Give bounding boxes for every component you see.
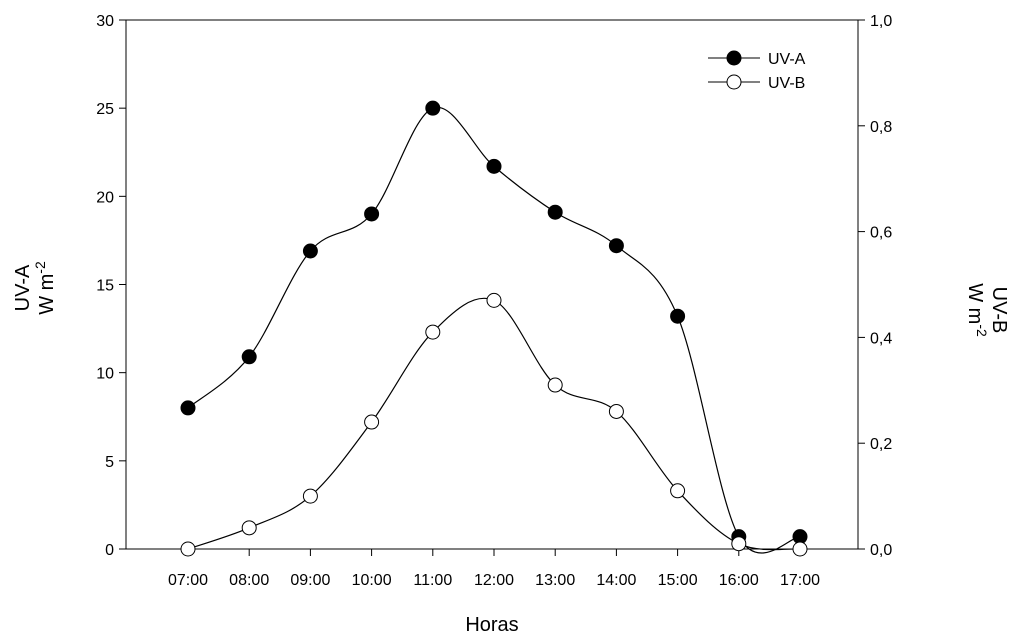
x-axis-title: Horas bbox=[465, 614, 518, 635]
x-tick-label: 11:00 bbox=[413, 572, 452, 589]
series-points bbox=[180, 100, 808, 557]
x-tick-label: 16:00 bbox=[719, 572, 759, 589]
right-axis-unit-exponent: -2 bbox=[974, 324, 990, 337]
data-point-uva bbox=[180, 400, 196, 416]
left-axis-title-line1: UV-A bbox=[12, 264, 34, 311]
data-point-uvb bbox=[486, 292, 502, 308]
data-point-uva bbox=[302, 243, 318, 259]
data-point-uva bbox=[486, 158, 502, 174]
data-point-uva bbox=[425, 100, 441, 116]
data-point-uva bbox=[364, 206, 380, 222]
plot-border bbox=[125, 19, 859, 550]
legend: UV-A UV-B bbox=[708, 50, 806, 92]
right-tick-label: 0,0 bbox=[870, 542, 892, 559]
right-axis-unit: W m bbox=[964, 283, 986, 324]
data-point-uvb bbox=[302, 488, 318, 504]
left-tick-label: 30 bbox=[96, 13, 114, 30]
left-tick-label: 15 bbox=[96, 278, 114, 295]
right-axis-ticks: 0,0 0,2 0,4 0,6 0,8 1,0 bbox=[858, 13, 892, 559]
left-axis-title: UV-A W m-2 bbox=[12, 261, 58, 315]
plot-frame bbox=[125, 19, 859, 550]
data-point-uvb bbox=[670, 483, 686, 499]
legend-marker-uva bbox=[726, 50, 742, 66]
series-line-uva bbox=[187, 106, 801, 554]
right-tick-label: 0,2 bbox=[870, 436, 892, 453]
data-point-uva bbox=[241, 349, 257, 365]
data-point-uvb bbox=[608, 403, 624, 419]
data-point-uvb bbox=[425, 324, 441, 340]
x-tick-label: 15:00 bbox=[658, 572, 698, 589]
legend-marker-uvb bbox=[726, 74, 742, 90]
right-tick-label: 0,6 bbox=[870, 225, 892, 242]
left-tick-label: 5 bbox=[105, 454, 114, 471]
x-axis-ticks: 07:00 08:00 09:00 10:00 11:00 12:00 13:00 14:00… bbox=[168, 549, 820, 589]
left-tick-label: 0 bbox=[105, 542, 114, 559]
left-axis-ticks: 0 5 10 15 20 25 30 bbox=[96, 13, 126, 559]
right-tick-label: 1,0 bbox=[870, 13, 892, 30]
series-lines bbox=[187, 106, 801, 554]
x-tick-label: 12:00 bbox=[474, 572, 514, 589]
right-tick-label: 0,4 bbox=[870, 330, 892, 347]
data-point-uva bbox=[670, 308, 686, 324]
right-axis-title-line2: W m-2 bbox=[964, 283, 990, 337]
series-line-uvb bbox=[187, 297, 801, 551]
data-point-uvb bbox=[792, 541, 808, 557]
data-point-uvb bbox=[547, 377, 563, 393]
data-point-uvb bbox=[364, 414, 380, 430]
right-axis-title-line1: UV-B bbox=[988, 287, 1009, 334]
left-tick-label: 25 bbox=[96, 101, 114, 118]
data-point-uvb bbox=[180, 541, 196, 557]
x-tick-label: 14:00 bbox=[596, 572, 636, 589]
data-point-uva bbox=[608, 238, 624, 254]
data-point-uvb bbox=[731, 536, 747, 552]
x-tick-label: 07:00 bbox=[168, 572, 208, 589]
left-tick-label: 20 bbox=[96, 189, 114, 206]
x-tick-label: 08:00 bbox=[229, 572, 269, 589]
legend-label-uvb: UV-B bbox=[768, 75, 805, 92]
legend-label-uva: UV-A bbox=[768, 51, 806, 68]
left-axis-unit: W m bbox=[36, 274, 58, 315]
left-tick-label: 10 bbox=[96, 366, 114, 383]
data-point-uvb bbox=[241, 520, 257, 536]
x-tick-label: 09:00 bbox=[290, 572, 330, 589]
x-tick-label: 17:00 bbox=[780, 572, 820, 589]
left-axis-unit-exponent: -2 bbox=[32, 261, 48, 274]
data-point-uva bbox=[547, 204, 563, 220]
x-tick-label: 13:00 bbox=[535, 572, 575, 589]
right-axis-title: UV-B W m-2 bbox=[964, 283, 1009, 337]
right-tick-label: 0,8 bbox=[870, 119, 892, 136]
left-axis-title-line2: W m-2 bbox=[32, 261, 58, 315]
x-tick-label: 10:00 bbox=[352, 572, 392, 589]
